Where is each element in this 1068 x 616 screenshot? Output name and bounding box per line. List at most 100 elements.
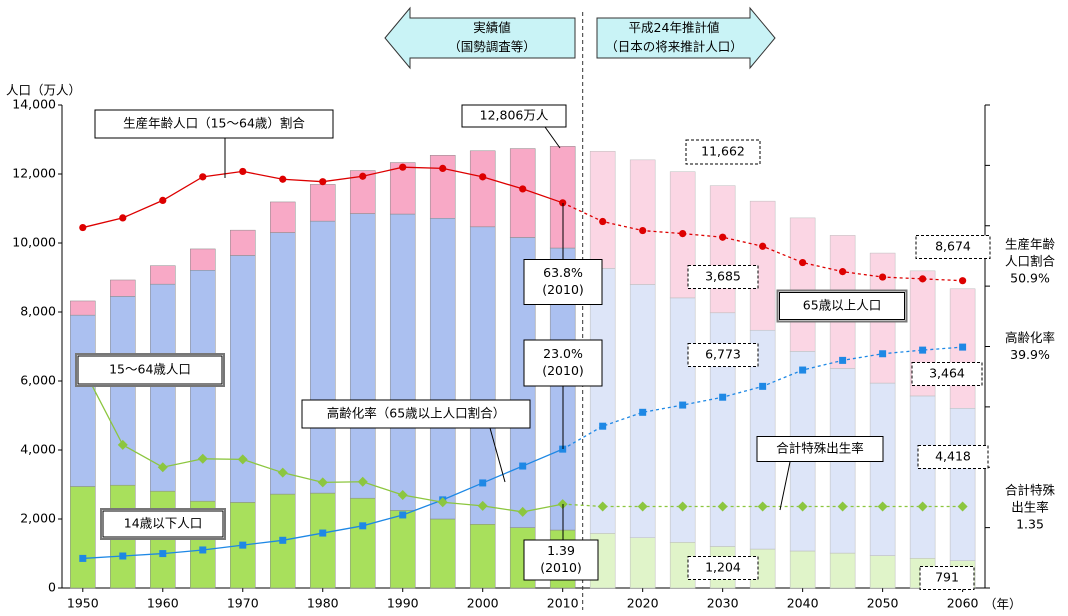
annotation-box (523, 259, 603, 305)
x-tick-label: 2030 (707, 596, 739, 611)
bar-segment (469, 226, 496, 525)
marker (159, 550, 167, 558)
annotation: (2010) (542, 282, 584, 297)
bar-segment (789, 550, 816, 589)
annotation: 23.0% (543, 346, 583, 361)
bar-segment (709, 185, 736, 314)
bar-segment (110, 279, 136, 297)
bar-segment (389, 510, 416, 589)
bar-segment (589, 150, 616, 269)
marker (799, 366, 807, 374)
annotation-box (523, 339, 603, 387)
marker (679, 229, 687, 238)
marker (357, 476, 368, 487)
marker (239, 541, 247, 549)
marker (437, 497, 448, 508)
marker (399, 163, 407, 171)
bar-segment (270, 232, 296, 495)
x-tick-label: 2010 (547, 596, 579, 611)
marker (959, 343, 967, 351)
marker (79, 223, 87, 232)
marker (359, 172, 367, 180)
marker (919, 275, 927, 283)
y-axis-label: 人口（万人） (6, 83, 81, 98)
marker (359, 522, 367, 530)
marker (879, 273, 887, 281)
value-label: 6,773 (705, 347, 741, 362)
value-label-box (917, 445, 989, 469)
series-label-box (301, 399, 531, 429)
marker (679, 401, 687, 409)
marker (197, 453, 208, 464)
value-label-box (687, 556, 759, 580)
x-tick-label: 1960 (147, 596, 179, 611)
marker (477, 500, 488, 511)
marker (799, 258, 807, 267)
x-axis-label: （年） (984, 597, 1022, 612)
marker (599, 422, 607, 430)
bar-segment (869, 555, 896, 589)
bar-segment (429, 155, 456, 219)
series-label: 生産年齢人口（15～64歳）割合 (123, 116, 305, 131)
bar-segment (469, 524, 496, 589)
marker (277, 467, 288, 478)
marker (757, 501, 768, 512)
bar-segment (429, 218, 456, 520)
marker (797, 501, 808, 512)
series-label: 高齢化率（65歳以上人口割合） (327, 406, 505, 421)
x-tick-label: 2040 (787, 596, 819, 611)
bar-segment (110, 296, 136, 486)
bar-segment (309, 220, 336, 494)
marker (199, 546, 207, 554)
marker (597, 501, 608, 512)
leader-line (489, 427, 506, 483)
marker (839, 268, 847, 276)
y-tick-label: 2,000 (20, 511, 56, 526)
marker (317, 477, 328, 488)
x-tick-label: 1950 (67, 596, 99, 611)
annotation: 平成24年推計値 (629, 20, 720, 35)
marker (479, 479, 487, 487)
series-label: 14歳以下人口 (124, 516, 202, 531)
marker (397, 490, 408, 501)
marker (639, 408, 647, 416)
bar-segment (429, 518, 456, 589)
marker (79, 554, 87, 562)
arrow-box (596, 6, 776, 70)
value-label: 1,204 (705, 560, 741, 575)
leader-line (779, 461, 791, 511)
annotation: 高齢化率 (1005, 330, 1055, 345)
value-label-box (687, 343, 759, 367)
annotation: 12,806万人 (480, 108, 549, 123)
marker (157, 462, 168, 473)
bar-segment (509, 148, 536, 238)
bar-segment (629, 159, 656, 285)
marker (919, 346, 927, 354)
marker (839, 356, 847, 364)
annotation: 出生率 (1011, 500, 1049, 515)
marker (239, 167, 247, 176)
marker (879, 350, 887, 358)
leader-line (544, 126, 561, 149)
y-tick-label: 4,000 (20, 442, 56, 457)
marker (957, 501, 968, 512)
marker (877, 501, 888, 512)
marker (319, 529, 327, 537)
marker (119, 214, 127, 222)
bar-segment (869, 382, 896, 556)
marker (519, 462, 527, 470)
marker (599, 217, 607, 226)
marker (237, 454, 248, 465)
x-tick-label: 2000 (467, 596, 499, 611)
bar-segment (629, 537, 656, 589)
annotation: （国勢調査等） (448, 39, 536, 54)
value-label: 791 (935, 570, 959, 585)
bar-segment (829, 552, 856, 589)
annotation-box (523, 539, 599, 581)
value-label: 3,685 (705, 269, 741, 284)
x-tick-label: 1980 (307, 596, 339, 611)
arrow-box (384, 6, 576, 70)
marker (117, 439, 128, 450)
series-label-box (94, 109, 334, 139)
